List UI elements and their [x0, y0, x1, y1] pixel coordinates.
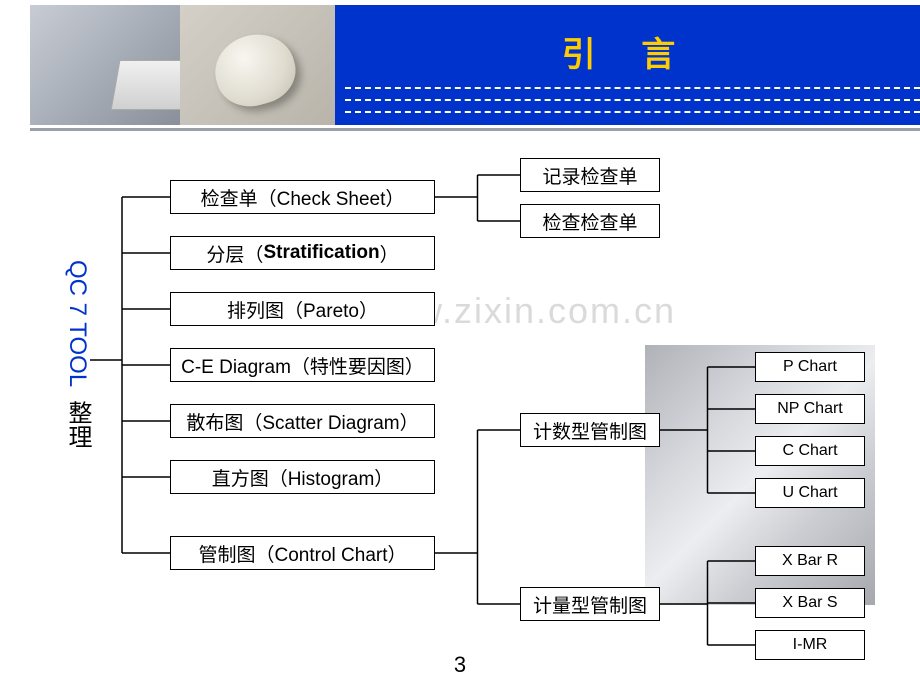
header-title: 引 言: [335, 27, 920, 76]
leaf-count_charts-1: NP Chart: [755, 394, 865, 424]
leaf-count_charts-0: P Chart: [755, 352, 865, 382]
header-photo-laptop: [30, 5, 180, 125]
slide-header: 引 言: [0, 0, 920, 130]
main-node-6: 管制图（Control Chart）: [170, 536, 435, 570]
main-node-1: 分层（ Stratification ）: [170, 236, 435, 270]
control-mid-0: 计数型管制图: [520, 413, 660, 447]
root-label: QC 7 TOOL 整理: [60, 260, 95, 449]
leaf-count_charts-2: C Chart: [755, 436, 865, 466]
check-node-0: 记录检查单: [520, 158, 660, 192]
page-number: 3: [0, 652, 920, 678]
main-node-0: 检查单（Check Sheet）: [170, 180, 435, 214]
main-node-4: 散布图（Scatter Diagram）: [170, 404, 435, 438]
check-node-1: 检查检查单: [520, 204, 660, 238]
root-label-cn: 整理: [64, 394, 91, 449]
main-node-5: 直方图（Histogram）: [170, 460, 435, 494]
header-blue-band: 引 言: [335, 5, 920, 125]
main-node-2: 排列图（Pareto）: [170, 292, 435, 326]
leaf-var_charts-0: X Bar R: [755, 546, 865, 576]
leaf-var_charts-1: X Bar S: [755, 588, 865, 618]
leaf-count_charts-3: U Chart: [755, 478, 865, 508]
root-label-en: QC 7 TOOL: [64, 260, 91, 387]
main-node-3: C-E Diagram（特性要因图）: [170, 348, 435, 382]
header-photo-mouse: [180, 5, 335, 125]
control-mid-1: 计量型管制图: [520, 587, 660, 621]
